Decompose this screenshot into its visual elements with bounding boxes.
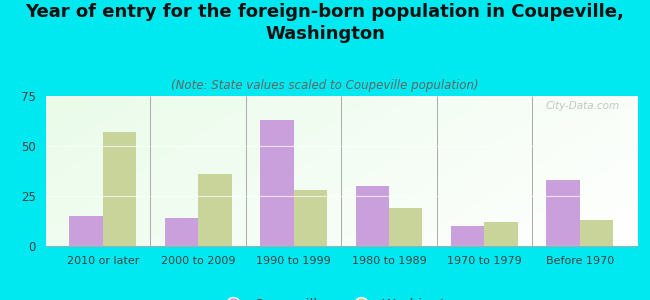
Bar — [103, 132, 136, 246]
Bar — [580, 220, 613, 246]
Bar — [547, 180, 580, 246]
Bar — [70, 216, 103, 246]
Bar — [294, 190, 327, 246]
Bar — [164, 218, 198, 246]
Bar — [389, 208, 422, 246]
Bar — [356, 186, 389, 246]
Bar — [451, 226, 484, 246]
Text: Year of entry for the foreign-born population in Coupeville,
Washington: Year of entry for the foreign-born popul… — [25, 3, 625, 43]
Bar — [484, 222, 518, 246]
Bar — [260, 120, 294, 246]
Bar — [198, 174, 231, 246]
Text: (Note: State values scaled to Coupeville population): (Note: State values scaled to Coupeville… — [171, 80, 479, 92]
Text: City-Data.com: City-Data.com — [545, 100, 619, 110]
Legend: Coupeville, Washington: Coupeville, Washington — [213, 292, 469, 300]
